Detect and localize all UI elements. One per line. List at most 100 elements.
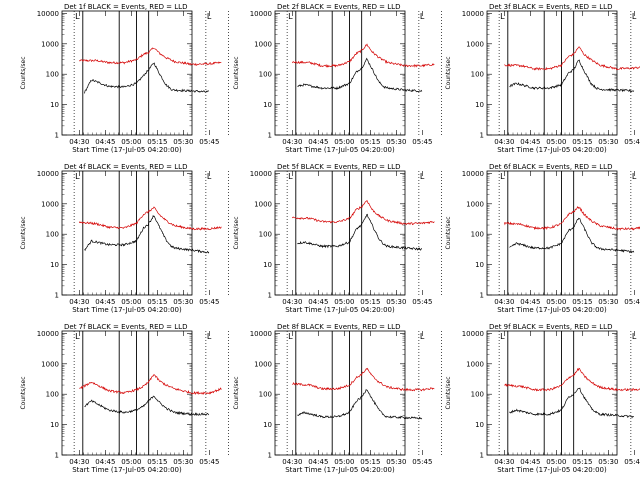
y-axis-label: Counts/sec bbox=[20, 376, 27, 409]
x-axis-label: Start Time (17-Jul-05 04:20:00) bbox=[285, 146, 395, 154]
lld-series-line bbox=[292, 367, 435, 392]
y-tick-label: 10 bbox=[475, 421, 484, 429]
x-tick-label: 05:00 bbox=[546, 138, 566, 146]
x-tick-label: 05:45 bbox=[412, 298, 432, 306]
y-tick-label: 100 bbox=[46, 71, 59, 79]
y-tick-label: 1 bbox=[55, 452, 59, 460]
y-tick-label: 10000 bbox=[462, 10, 484, 18]
interval-mark-label: L bbox=[288, 332, 293, 341]
x-tick-label: 05:45 bbox=[199, 138, 219, 146]
plot-frame bbox=[274, 170, 406, 296]
chart-title: Det 1f BLACK = Events, RED = LLD bbox=[64, 3, 187, 11]
lld-series-line bbox=[79, 47, 222, 66]
x-tick-label: 05:00 bbox=[121, 458, 141, 466]
chart-title: Det 4f BLACK = Events, RED = LLD bbox=[64, 163, 187, 171]
x-tick-label: 05:15 bbox=[572, 138, 592, 146]
x-tick-label: 05:45 bbox=[412, 138, 432, 146]
y-tick-label: 10000 bbox=[37, 170, 59, 178]
events-series-line bbox=[84, 214, 210, 254]
x-tick-label: 04:30 bbox=[494, 138, 514, 146]
x-tick-label: 05:30 bbox=[173, 138, 193, 146]
detector-panel: Det 3f BLACK = Events, RED = LLD Counts/s… bbox=[445, 3, 640, 154]
interval-mark-label: L bbox=[207, 172, 212, 181]
x-tick-label: 05:45 bbox=[412, 458, 432, 466]
interval-mark-label: L bbox=[75, 332, 80, 341]
plot-frame bbox=[486, 170, 618, 296]
chart-title: Det 3f BLACK = Events, RED = LLD bbox=[489, 3, 612, 11]
lld-series-line bbox=[504, 46, 640, 71]
x-tick-label: 05:00 bbox=[546, 298, 566, 306]
y-tick-label: 10 bbox=[263, 101, 272, 109]
x-tick-label: 05:15 bbox=[572, 298, 592, 306]
interval-mark-label: L bbox=[207, 332, 212, 341]
y-tick-label: 10 bbox=[50, 101, 59, 109]
interval-mark-label: L bbox=[632, 172, 637, 181]
y-tick-label: 1000 bbox=[41, 40, 59, 48]
y-axis-label: Counts/sec bbox=[20, 56, 27, 89]
chart-title: Det 6f BLACK = Events, RED = LLD bbox=[489, 163, 612, 171]
y-axis-label: Counts/sec bbox=[445, 216, 452, 249]
x-tick-label: 04:30 bbox=[494, 298, 514, 306]
events-series-line bbox=[297, 57, 423, 93]
x-tick-label: 04:45 bbox=[520, 458, 540, 466]
y-tick-label: 1000 bbox=[254, 40, 272, 48]
y-tick-label: 1 bbox=[480, 292, 484, 300]
lld-series-line bbox=[503, 206, 640, 231]
x-tick-label: 05:30 bbox=[598, 298, 618, 306]
interval-mark-label: L bbox=[207, 12, 212, 21]
chart-title: Det 2f BLACK = Events, RED = LLD bbox=[277, 3, 400, 11]
y-tick-label: 10 bbox=[50, 421, 59, 429]
detector-panel: Det 1f BLACK = Events, RED = LLD Counts/s… bbox=[20, 3, 229, 154]
x-axis-label: Start Time (17-Jul-05 04:20:00) bbox=[72, 466, 182, 474]
x-tick-label: 05:00 bbox=[121, 138, 141, 146]
interval-mark-label: L bbox=[75, 12, 80, 21]
x-tick-label: 04:45 bbox=[520, 298, 540, 306]
y-tick-label: 1000 bbox=[254, 360, 272, 368]
events-series-line bbox=[84, 395, 210, 417]
plot-frame bbox=[486, 10, 618, 136]
chart-title: Det 7f BLACK = Events, RED = LLD bbox=[64, 323, 187, 331]
lld-series-line bbox=[291, 43, 435, 68]
y-tick-label: 1 bbox=[268, 452, 272, 460]
x-tick-label: 05:15 bbox=[360, 458, 380, 466]
y-tick-label: 1000 bbox=[41, 200, 59, 208]
y-tick-label: 1000 bbox=[466, 200, 484, 208]
x-tick-label: 05:45 bbox=[624, 458, 640, 466]
lld-series-line bbox=[504, 367, 640, 392]
y-tick-label: 10000 bbox=[462, 330, 484, 338]
x-tick-label: 04:30 bbox=[494, 458, 514, 466]
interval-mark-label: L bbox=[288, 12, 293, 21]
interval-mark-label: L bbox=[75, 172, 80, 181]
x-tick-label: 05:15 bbox=[572, 458, 592, 466]
x-tick-label: 05:15 bbox=[360, 298, 380, 306]
x-tick-label: 04:30 bbox=[282, 458, 302, 466]
y-tick-label: 100 bbox=[259, 231, 272, 239]
interval-mark-label: L bbox=[288, 172, 293, 181]
y-axis-label: Counts/sec bbox=[445, 376, 452, 409]
x-tick-label: 04:30 bbox=[69, 298, 89, 306]
y-tick-label: 1 bbox=[480, 452, 484, 460]
y-tick-label: 10000 bbox=[250, 10, 272, 18]
detector-panel: Det 6f BLACK = Events, RED = LLD Counts/s… bbox=[445, 163, 640, 314]
x-tick-label: 05:30 bbox=[173, 458, 193, 466]
y-tick-label: 10000 bbox=[250, 330, 272, 338]
chart-title: Det 9f BLACK = Events, RED = LLD bbox=[489, 323, 612, 331]
y-tick-label: 1 bbox=[268, 132, 272, 140]
plot-frame bbox=[61, 10, 193, 136]
events-series-line bbox=[84, 62, 209, 94]
x-tick-label: 04:30 bbox=[282, 138, 302, 146]
y-tick-label: 100 bbox=[259, 71, 272, 79]
x-tick-label: 04:45 bbox=[308, 138, 328, 146]
events-series-line bbox=[509, 59, 635, 93]
y-tick-label: 100 bbox=[259, 391, 272, 399]
x-axis-label: Start Time (17-Jul-05 04:20:00) bbox=[285, 306, 395, 314]
x-tick-label: 05:30 bbox=[386, 298, 406, 306]
y-tick-label: 10000 bbox=[37, 10, 59, 18]
x-tick-label: 04:45 bbox=[95, 298, 115, 306]
x-tick-label: 05:00 bbox=[121, 298, 141, 306]
y-tick-label: 1 bbox=[268, 292, 272, 300]
detector-panel: Det 4f BLACK = Events, RED = LLD Counts/s… bbox=[20, 163, 229, 314]
y-tick-label: 100 bbox=[46, 391, 59, 399]
interval-mark-label: L bbox=[632, 332, 637, 341]
x-tick-label: 04:30 bbox=[282, 298, 302, 306]
